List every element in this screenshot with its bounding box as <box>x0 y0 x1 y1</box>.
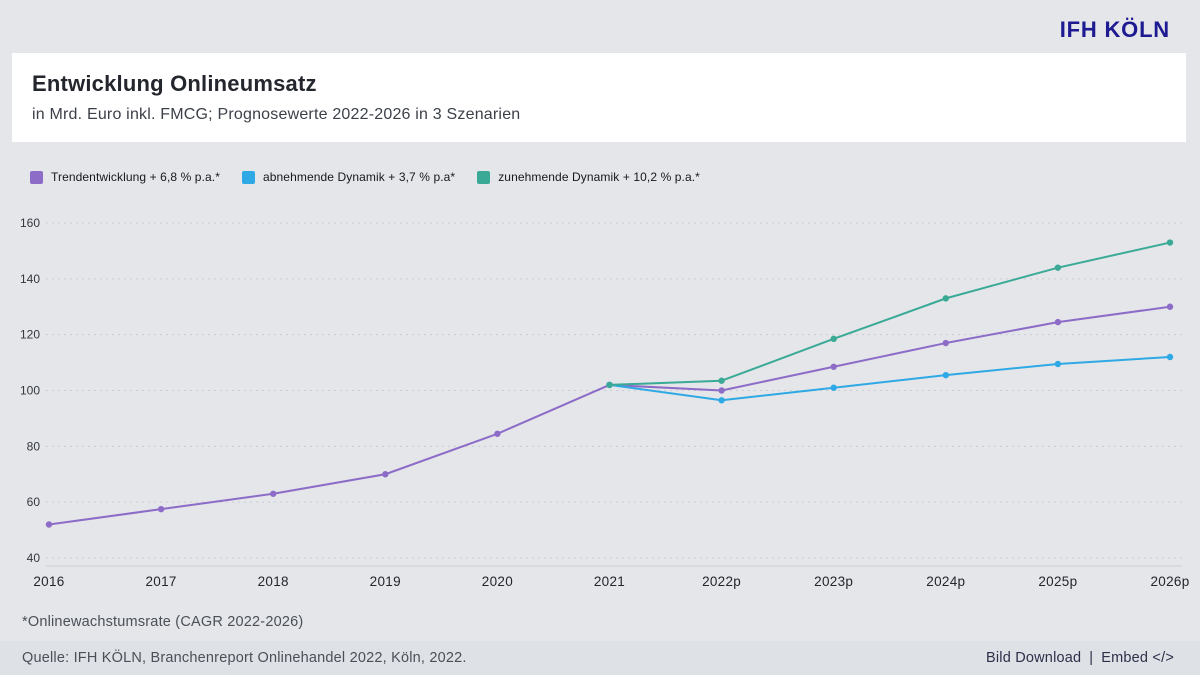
data-point <box>942 295 949 302</box>
line-chart-svg: 40 60 80 100 120 140 160 2016 2017 2018 2019 2020 20… <box>20 216 1189 589</box>
page-title: Entwicklung Onlineumsatz <box>32 71 317 96</box>
x-tick-label: 2023p <box>814 574 853 589</box>
legend-label: abnehmende Dynamik + 3,7 % p.a* <box>262 170 456 184</box>
page-subtitle: in Mrd. Euro inkl. FMCG; Prognosewerte 2… <box>32 106 521 123</box>
data-point <box>382 471 389 478</box>
footer-band <box>0 641 1200 675</box>
legend-swatch-zunehmend-icon <box>477 170 491 184</box>
legend-label: Trendentwicklung + 6,8 % p.a.* <box>51 170 220 184</box>
x-tick-label: 2019 <box>370 574 401 589</box>
data-point <box>830 335 837 343</box>
data-point <box>1166 353 1174 361</box>
cagr-footnote: *Onlinewachstumsrate (CAGR 2022-2026) <box>22 614 304 630</box>
x-tick-label: 2020 <box>482 574 513 589</box>
line-chart: 40 60 80 100 120 140 160 2016 2017 2018 2019 2020 20… <box>0 190 1200 605</box>
data-point <box>1166 303 1174 310</box>
y-tick-label: 100 <box>20 384 40 398</box>
data-point <box>830 384 837 391</box>
x-tick-label: 2024p <box>926 574 965 589</box>
footer-actions: Bild Download | Embed </> <box>986 650 1174 666</box>
y-tick-label: 40 <box>27 551 41 565</box>
legend-swatch-trend-icon <box>30 170 43 184</box>
legend-label: zunehmende Dynamik + 10,2 % p.a.* <box>498 170 700 184</box>
x-tick-label: 2022p <box>702 574 741 589</box>
data-point <box>45 521 53 528</box>
data-point <box>1054 360 1062 368</box>
embed-link[interactable]: Embed </> <box>1101 650 1174 666</box>
data-point <box>718 397 725 404</box>
data-point <box>494 430 501 437</box>
footer-separator: | <box>1089 650 1094 666</box>
data-point <box>606 381 613 389</box>
data-point <box>718 387 725 394</box>
legend-item-abnehmend: abnehmende Dynamik + 3,7 % p.a* <box>241 170 456 184</box>
x-tick-label: 2025p <box>1038 574 1077 589</box>
x-tick-label: 2021 <box>594 574 625 589</box>
data-point <box>1054 318 1062 326</box>
data-point <box>1054 264 1062 271</box>
data-point <box>942 371 949 379</box>
data-point <box>942 339 949 347</box>
ifh-koeln-logo: IFH KÖLN <box>1059 17 1170 42</box>
series-line <box>608 356 1171 402</box>
data-point <box>718 377 725 384</box>
data-point <box>1166 239 1174 246</box>
series-line <box>608 241 1171 386</box>
data-point <box>270 490 277 497</box>
data-point <box>157 505 165 513</box>
x-tick-label: 2017 <box>145 574 176 589</box>
y-tick-label: 80 <box>27 439 41 453</box>
x-tick-label: 2016 <box>33 574 64 589</box>
legend-swatch-abnehmend-icon <box>241 170 255 184</box>
y-tick-label: 120 <box>20 328 40 342</box>
source-text: Quelle: IFH KÖLN, Branchenreport Onlineh… <box>22 650 467 666</box>
chart-legend: Trendentwicklung + 6,8 % p.a.* abnehmend… <box>30 170 700 184</box>
x-tick-label: 2018 <box>258 574 289 589</box>
bild-download-link[interactable]: Bild Download <box>985 650 1082 666</box>
legend-item-zunehmend: zunehmende Dynamik + 10,2 % p.a.* <box>477 170 700 184</box>
y-tick-label: 140 <box>20 272 40 286</box>
legend-item-trend: Trendentwicklung + 6,8 % p.a.* <box>30 170 220 184</box>
series-line <box>48 305 1171 526</box>
y-tick-label: 160 <box>20 216 40 230</box>
y-tick-label: 60 <box>27 495 41 509</box>
data-point <box>830 363 837 370</box>
title-card: Entwicklung Onlineumsatz in Mrd. Euro in… <box>12 53 1186 142</box>
x-tick-label: 2026p <box>1150 574 1189 589</box>
